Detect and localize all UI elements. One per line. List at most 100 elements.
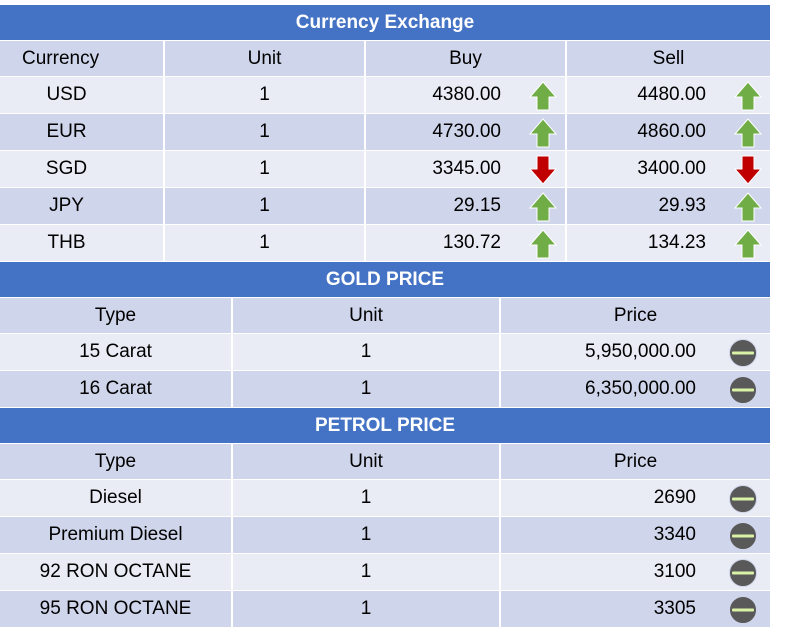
buy-rate: 4380.00 — [432, 84, 501, 105]
currency-col-header: Currency — [0, 41, 165, 76]
gold-header-row: Type Unit Price — [0, 298, 770, 334]
buy-cell: 29.15 — [366, 188, 567, 224]
petrol-type: 92 RON OCTANE — [0, 554, 233, 590]
arrow-up-icon — [733, 118, 763, 148]
currency-row: EUR 1 4730.00 4860.00 — [0, 114, 770, 151]
gold-unit: 1 — [233, 334, 501, 370]
arrow-up-icon — [528, 192, 558, 222]
gold-row: 16 Carat 1 6,350,000.00 — [0, 371, 770, 408]
sell-cell: 134.23 — [567, 225, 770, 261]
sell-cell: 29.93 — [567, 188, 770, 224]
gold-price-cell: 6,350,000.00 — [501, 371, 770, 407]
currency-row: THB 1 130.72 134.23 — [0, 225, 770, 262]
price-col-header: Price — [613, 304, 658, 326]
arrow-up-icon — [528, 229, 558, 259]
currency-row: JPY 1 29.15 29.93 — [0, 188, 770, 225]
unit-col-header: Unit — [165, 41, 366, 76]
petrol-type: Diesel — [0, 480, 233, 516]
arrow-up-icon — [733, 192, 763, 222]
currency-unit: 1 — [165, 225, 366, 261]
petrol-price: 3100 — [653, 561, 696, 582]
arrow-down-icon — [733, 155, 763, 185]
gold-rows: 15 Carat 1 5,950,000.00 16 Carat 1 6,350,000.… — [0, 334, 770, 408]
sell-rate: 3400.00 — [637, 158, 706, 179]
petrol-price-cell: 3100 — [501, 554, 770, 590]
petrol-type: 95 RON OCTANE — [0, 591, 233, 627]
petrol-header-row: Type Unit Price — [0, 444, 770, 480]
unit-col-header: Unit — [233, 444, 501, 479]
currency-rows: USD 1 4380.00 4480.00 EUR 1 4730.00 4860.00 SGD 1… — [0, 77, 770, 262]
buy-cell: 4730.00 — [366, 114, 567, 150]
currency-code: USD — [0, 77, 165, 113]
buy-rate: 29.15 — [453, 195, 501, 216]
gold-price: 6,350,000.00 — [585, 378, 696, 399]
sell-cell: 3400.00 — [567, 151, 770, 187]
petrol-price: 3305 — [653, 598, 696, 619]
no-change-icon — [728, 521, 758, 551]
petrol-price: 3340 — [653, 524, 696, 545]
currency-unit: 1 — [165, 77, 366, 113]
gold-section-title: GOLD PRICE — [0, 262, 770, 298]
currency-code: THB — [0, 225, 165, 261]
no-change-icon — [728, 558, 758, 588]
petrol-price: 2690 — [653, 487, 696, 508]
petrol-unit: 1 — [233, 480, 501, 516]
arrow-up-icon — [528, 81, 558, 111]
arrow-down-icon — [528, 155, 558, 185]
type-col-header: Type — [0, 298, 233, 333]
currency-unit: 1 — [165, 188, 366, 224]
currency-unit: 1 — [165, 114, 366, 150]
petrol-unit: 1 — [233, 554, 501, 590]
currency-section-title: Currency Exchange — [0, 5, 770, 41]
arrow-up-icon — [528, 118, 558, 148]
currency-unit: 1 — [165, 151, 366, 187]
buy-rate: 3345.00 — [432, 158, 501, 179]
gold-unit: 1 — [233, 371, 501, 407]
petrol-price-cell: 2690 — [501, 480, 770, 516]
petrol-rows: Diesel 1 2690 Premium Diesel 1 3340 92 RON OCT… — [0, 480, 770, 628]
sell-cell: 4480.00 — [567, 77, 770, 113]
petrol-price-cell: 3305 — [501, 591, 770, 627]
petrol-type: Premium Diesel — [0, 517, 233, 553]
buy-col-header: Buy — [366, 41, 567, 76]
currency-code: SGD — [0, 151, 165, 187]
petrol-unit: 1 — [233, 517, 501, 553]
currency-code: JPY — [0, 188, 165, 224]
unit-col-header: Unit — [233, 298, 501, 333]
no-change-icon — [728, 338, 758, 368]
buy-cell: 4380.00 — [366, 77, 567, 113]
sell-rate: 4860.00 — [637, 121, 706, 142]
arrow-up-icon — [733, 81, 763, 111]
buy-rate: 130.72 — [442, 232, 501, 253]
gold-price: 5,950,000.00 — [585, 341, 696, 362]
gold-price-cell: 5,950,000.00 — [501, 334, 770, 370]
price-col-header: Price — [613, 450, 658, 472]
no-change-icon — [728, 595, 758, 625]
gold-type: 15 Carat — [0, 334, 233, 370]
sell-rate: 134.23 — [647, 232, 706, 253]
buy-cell: 3345.00 — [366, 151, 567, 187]
currency-header-row: Currency Unit Buy Sell — [0, 41, 770, 77]
petrol-unit: 1 — [233, 591, 501, 627]
type-col-header: Type — [0, 444, 233, 479]
petrol-row: 92 RON OCTANE 1 3100 — [0, 554, 770, 591]
sell-cell: 4860.00 — [567, 114, 770, 150]
sell-col-header: Sell — [652, 47, 685, 69]
arrow-up-icon — [733, 229, 763, 259]
buy-cell: 130.72 — [366, 225, 567, 261]
no-change-icon — [728, 375, 758, 405]
gold-type: 16 Carat — [0, 371, 233, 407]
currency-row: SGD 1 3345.00 3400.00 — [0, 151, 770, 188]
petrol-row: Premium Diesel 1 3340 — [0, 517, 770, 554]
no-change-icon — [728, 484, 758, 514]
currency-row: USD 1 4380.00 4480.00 — [0, 77, 770, 114]
sell-rate: 29.93 — [658, 195, 706, 216]
petrol-row: Diesel 1 2690 — [0, 480, 770, 517]
buy-rate: 4730.00 — [432, 121, 501, 142]
rates-board: Currency Exchange Currency Unit Buy Sell… — [0, 5, 770, 628]
petrol-price-cell: 3340 — [501, 517, 770, 553]
petrol-section-title: PETROL PRICE — [0, 408, 770, 444]
gold-row: 15 Carat 1 5,950,000.00 — [0, 334, 770, 371]
sell-rate: 4480.00 — [637, 84, 706, 105]
currency-code: EUR — [0, 114, 165, 150]
